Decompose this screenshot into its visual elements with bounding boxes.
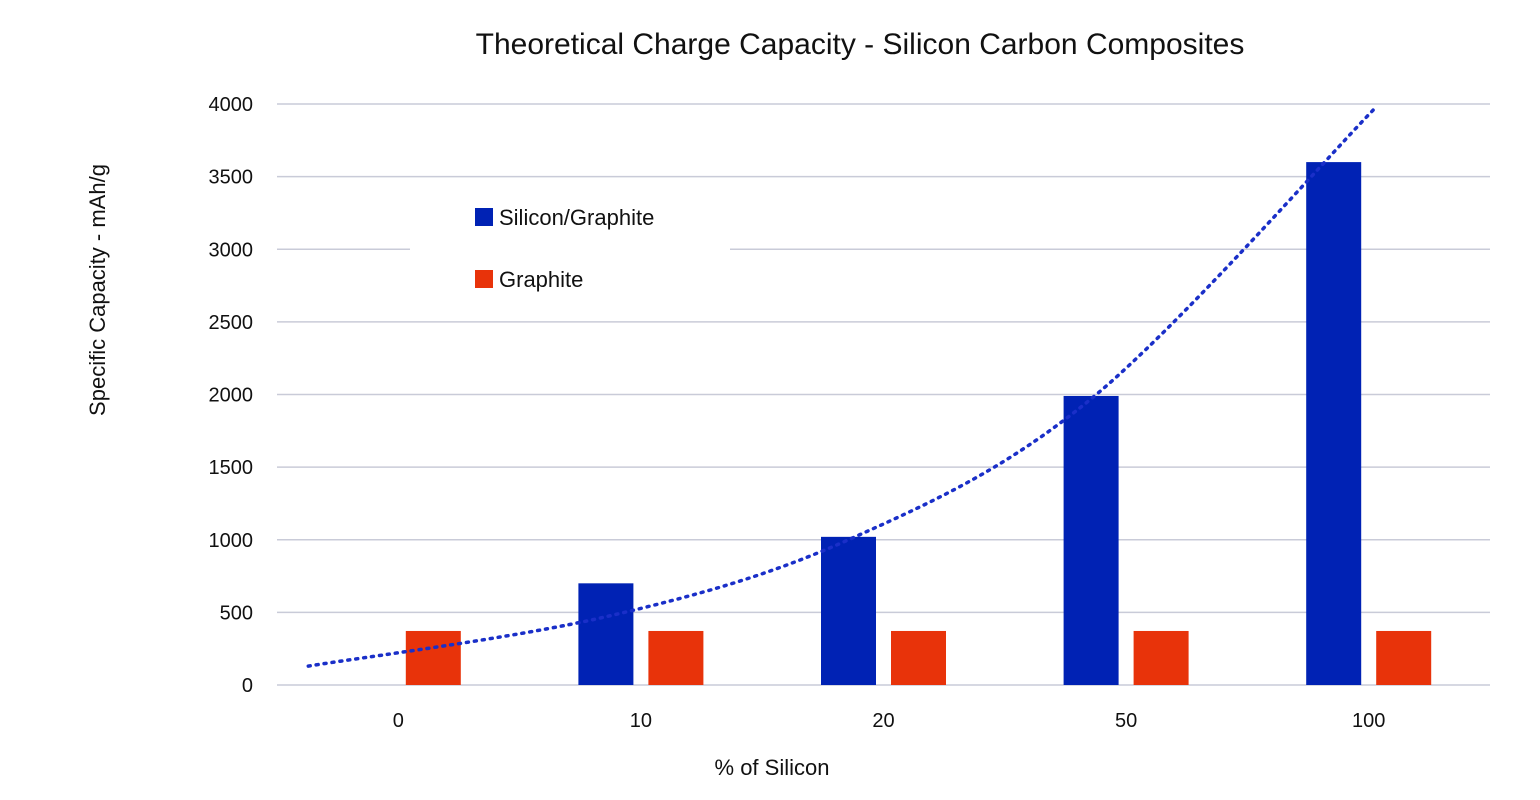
trendline-silicon-graphite [306, 107, 1376, 668]
y-tick-label: 3000 [209, 239, 254, 261]
y-tick-label: 1000 [209, 530, 254, 552]
x-axis-ticks: 0 10 20 50 100 [393, 710, 1386, 732]
x-tick-label: 0 [393, 710, 404, 732]
chart-title: Theoretical Charge Capacity - Silicon Ca… [476, 28, 1245, 61]
y-tick-label: 3500 [209, 167, 254, 189]
bar-graphite-50 [1133, 630, 1189, 685]
y-tick-label: 500 [220, 602, 253, 624]
bar-silicon-graphite-50 [1063, 395, 1119, 685]
x-tick-label: 20 [872, 710, 894, 732]
bar-silicon-graphite-20 [821, 536, 876, 685]
bar-graphite-100 [1376, 630, 1432, 685]
legend-background [410, 190, 730, 305]
y-tick-label: 2000 [209, 385, 254, 407]
bar-graphite-20 [891, 630, 946, 685]
y-tick-label: 4000 [209, 94, 254, 116]
y-axis-label: Specific Capacity - mAh/g [85, 164, 110, 416]
trendline [306, 107, 1376, 668]
bars [405, 162, 1432, 686]
legend: Silicon/Graphite Graphite [410, 190, 730, 305]
y-tick-label: 0 [242, 675, 253, 697]
legend-label-silicon-graphite: Silicon/Graphite [499, 205, 654, 230]
legend-swatch-graphite [475, 270, 493, 288]
legend-label-graphite: Graphite [499, 267, 583, 292]
y-tick-label: 1500 [209, 457, 254, 479]
y-tick-label: 2500 [209, 312, 254, 334]
x-tick-label: 50 [1115, 710, 1137, 732]
x-tick-label: 10 [630, 710, 652, 732]
bar-silicon-graphite-10 [578, 583, 634, 685]
bar-silicon-graphite-100 [1306, 162, 1362, 686]
x-axis-label: % of Silicon [715, 755, 830, 780]
x-tick-label: 100 [1352, 710, 1385, 732]
y-axis-ticks: 0 500 1000 1500 2000 2500 3000 3500 4000 [209, 94, 254, 697]
legend-swatch-silicon-graphite [475, 208, 493, 226]
bar-graphite-10 [648, 630, 704, 685]
bar-graphite-0 [405, 630, 461, 685]
